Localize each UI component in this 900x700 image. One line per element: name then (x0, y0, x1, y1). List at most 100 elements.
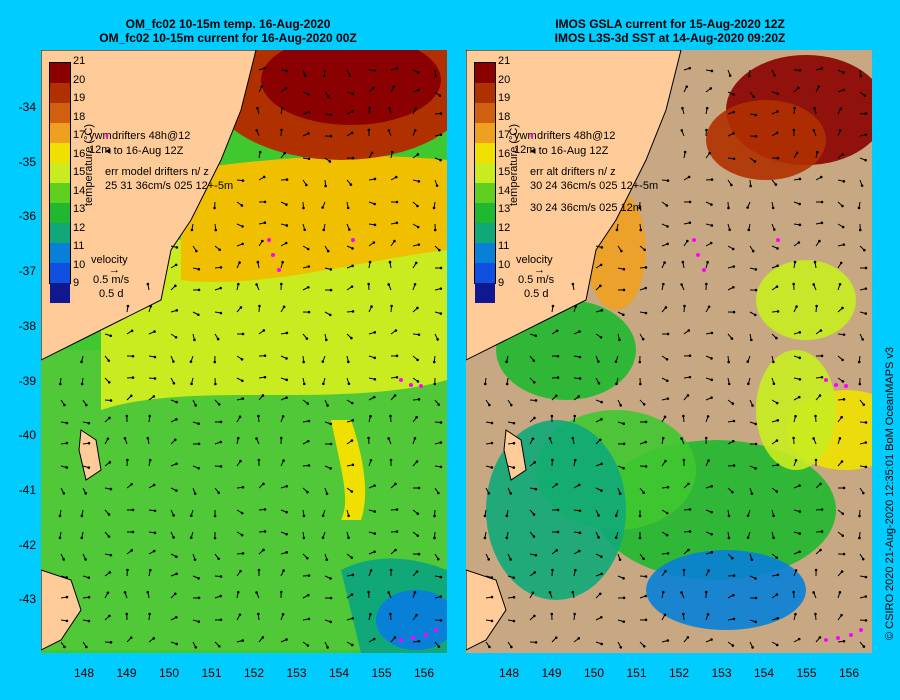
current-arrowhead (571, 590, 575, 594)
current-arrowhead (533, 614, 536, 618)
satellite-sst-map[interactable]: 21 20 19 18 17 16 15 14 13 12 11 10 9 temperature (°… (466, 50, 872, 653)
current-arrowhead (534, 334, 538, 338)
colorbar-tick-label: 13 (73, 203, 86, 215)
current-arrowhead (815, 150, 819, 154)
current-arrowhead (106, 437, 110, 441)
current-arrowhead (260, 85, 263, 88)
current-arrowhead (862, 645, 866, 648)
current-arrowhead (775, 439, 779, 442)
current-arrowhead (818, 239, 821, 243)
current-arrowhead (732, 617, 736, 621)
longitude-label: 149 (541, 666, 562, 680)
current-arrowhead (126, 304, 130, 308)
current-arrowhead (346, 206, 350, 210)
current-arrowhead (390, 150, 394, 154)
colorbar-swatch (475, 143, 495, 163)
model-map-canvas (41, 50, 447, 653)
current-arrowhead (130, 482, 133, 486)
current-arrowhead (792, 590, 795, 594)
model-temperature-map[interactable]: 21 20 19 18 17 16 15 14 13 12 11 10 9 temperature (°… (41, 50, 447, 653)
current-arrowhead (373, 550, 376, 554)
current-arrowhead (241, 242, 244, 246)
current-arrowhead (240, 533, 244, 537)
current-arrowhead (792, 282, 795, 286)
current-arrowhead (858, 536, 861, 540)
current-arrowhead (322, 382, 325, 386)
current-arrowhead (487, 491, 491, 495)
current-arrowhead (415, 460, 419, 463)
current-arrowhead (532, 359, 536, 362)
current-arrowhead (433, 382, 437, 386)
drifter-track-point (776, 238, 780, 242)
current-arrowhead (373, 484, 376, 487)
error-stats-values2-right: 30 24 36cm/s 025 12m (530, 202, 642, 214)
current-arrowhead (367, 590, 370, 594)
drifter-track-point (824, 638, 828, 642)
current-arrowhead (687, 329, 691, 332)
current-arrowhead (688, 530, 692, 533)
longitude-label: 149 (116, 666, 137, 680)
current-arrowhead (597, 514, 600, 517)
current-arrowhead (840, 415, 843, 419)
colorbar-tick-label: 15 (498, 166, 511, 178)
current-arrowhead (197, 596, 201, 600)
current-arrowhead (644, 575, 648, 578)
current-arrowhead (842, 486, 846, 490)
current-arrowhead (680, 591, 683, 594)
current-arrowhead (622, 288, 626, 292)
current-arrowhead (280, 128, 283, 132)
current-arrowhead (329, 268, 333, 271)
current-arrowhead (772, 382, 776, 385)
current-arrowhead (772, 514, 775, 518)
current-arrowhead (839, 261, 843, 265)
current-arrowhead (372, 395, 376, 399)
current-arrowhead (58, 536, 62, 540)
current-arrowhead (839, 107, 843, 111)
current-arrowhead (663, 613, 667, 617)
current-arrowhead (387, 129, 391, 132)
colorbar-tick-label: 16 (73, 147, 86, 160)
current-arrowhead (240, 357, 244, 361)
current-arrowhead (439, 112, 443, 115)
current-arrowhead (329, 577, 332, 580)
depth-marker-right: 12m (514, 144, 536, 156)
right-title-line2: IMOS L3S-3d SST at 14-Aug-2020 09:20Z (554, 31, 786, 45)
current-arrowhead (772, 536, 775, 540)
current-arrowhead (731, 439, 735, 443)
current-arrowhead (240, 511, 244, 515)
current-arrowhead (395, 508, 399, 511)
current-arrowhead (798, 69, 802, 72)
current-arrowhead (731, 402, 735, 405)
current-arrowhead (732, 310, 736, 314)
current-arrowhead (534, 487, 538, 491)
current-arrowhead (509, 492, 513, 495)
current-arrowhead (622, 466, 625, 470)
current-arrowhead (813, 106, 816, 110)
colorbar-right (474, 62, 496, 303)
current-arrowhead (436, 557, 440, 561)
drifter-track-point (692, 238, 696, 242)
current-arrowhead (774, 183, 778, 186)
current-arrowhead (614, 536, 618, 540)
error-stats-heading-right: err alt drifters n/ z (530, 166, 616, 178)
current-arrowhead (597, 360, 600, 363)
current-arrowhead (732, 93, 735, 96)
current-arrowhead (348, 228, 351, 231)
current-arrowhead (416, 225, 420, 229)
current-arrowhead (639, 228, 643, 232)
current-arrowhead (415, 613, 418, 617)
current-arrowhead (255, 437, 258, 440)
current-arrowhead (327, 95, 331, 98)
current-arrowhead (771, 206, 775, 210)
current-arrowhead (219, 311, 223, 315)
current-arrowhead (416, 380, 420, 383)
latitude-label: -40 (18, 428, 36, 443)
current-arrowhead (324, 338, 328, 342)
latitude-label: -36 (18, 209, 36, 224)
current-arrowhead (389, 458, 393, 462)
current-arrowhead (490, 595, 494, 599)
current-arrowhead (842, 180, 846, 183)
current-arrowhead (666, 485, 670, 489)
current-arrowhead (282, 459, 285, 462)
current-arrowhead (87, 466, 91, 469)
